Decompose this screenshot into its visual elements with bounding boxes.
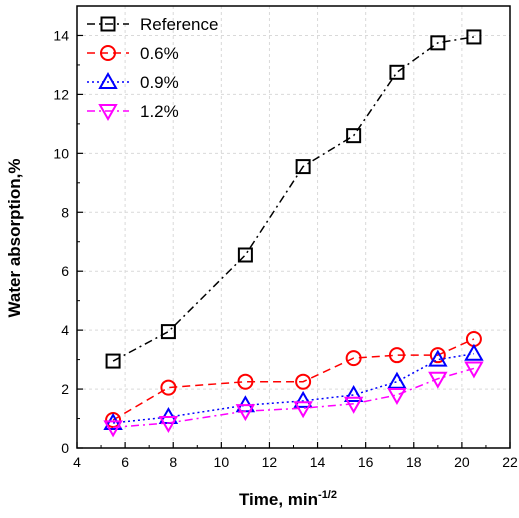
data-point bbox=[343, 384, 364, 402]
x-tick-label: 20 bbox=[454, 454, 470, 470]
data-point bbox=[158, 415, 179, 433]
legend: Reference 0.6% 0.9% 1.2% bbox=[87, 15, 218, 122]
y-tick-label: 12 bbox=[53, 86, 69, 102]
data-point bbox=[237, 247, 253, 263]
data-point bbox=[388, 347, 405, 364]
series-1 bbox=[105, 330, 482, 429]
legend-entry: 0.6% bbox=[87, 44, 179, 63]
legend-marker bbox=[98, 104, 118, 122]
x-tick-label: 10 bbox=[214, 454, 230, 470]
series-line bbox=[113, 367, 475, 429]
data-point bbox=[464, 361, 484, 379]
series-layer bbox=[103, 29, 484, 438]
data-point bbox=[235, 404, 256, 422]
data-point bbox=[160, 324, 176, 340]
y-tick-label: 0 bbox=[61, 440, 69, 456]
data-point bbox=[295, 373, 312, 390]
data-point bbox=[464, 343, 484, 361]
data-point bbox=[343, 396, 364, 414]
legend-label: 0.9% bbox=[140, 73, 179, 92]
x-tick-label: 12 bbox=[262, 454, 278, 470]
data-point bbox=[346, 128, 362, 144]
legend-label: 0.6% bbox=[140, 44, 179, 63]
x-axis-title-superscript: -1/2 bbox=[318, 489, 337, 501]
legend-marker bbox=[100, 45, 116, 61]
legend-marker bbox=[100, 16, 116, 32]
y-tick-label: 6 bbox=[61, 263, 69, 279]
series-0 bbox=[105, 29, 482, 369]
data-point bbox=[293, 390, 313, 408]
data-point bbox=[103, 420, 123, 438]
x-tick-label: 16 bbox=[358, 454, 374, 470]
y-tick-label: 8 bbox=[61, 204, 69, 220]
legend-label: Reference bbox=[140, 15, 218, 34]
x-tick-label: 14 bbox=[310, 454, 326, 470]
y-tick-label: 4 bbox=[61, 322, 69, 338]
legend-entry: 1.2% bbox=[87, 102, 179, 122]
legend-entry: Reference bbox=[87, 15, 218, 34]
data-point bbox=[389, 64, 405, 80]
data-point bbox=[293, 401, 313, 419]
data-point bbox=[428, 371, 448, 389]
x-tick-label: 4 bbox=[73, 454, 81, 470]
data-point bbox=[105, 353, 121, 369]
y-tick-label: 2 bbox=[61, 381, 69, 397]
data-point bbox=[430, 35, 446, 51]
legend-label: 1.2% bbox=[140, 102, 179, 121]
data-point bbox=[345, 350, 362, 367]
axis-ticks: 4 6 8 10 12 14 16 18 20 22 0 2 4 6 8 10 12 14 bbox=[53, 27, 518, 470]
x-tick-label: 8 bbox=[169, 454, 177, 470]
x-tick-label: 18 bbox=[406, 454, 422, 470]
data-point bbox=[428, 349, 448, 367]
x-axis-title-text: Time, min bbox=[239, 490, 318, 509]
y-tick-label: 14 bbox=[53, 27, 69, 43]
data-point bbox=[237, 373, 254, 390]
data-point bbox=[466, 29, 482, 45]
x-tick-label: 22 bbox=[502, 454, 518, 470]
x-tick-label: 6 bbox=[121, 454, 129, 470]
legend-entry: 0.9% bbox=[87, 71, 179, 92]
x-axis-title: Time, min-1/2 bbox=[239, 489, 337, 509]
y-tick-label: 10 bbox=[53, 145, 69, 161]
data-point bbox=[387, 371, 407, 389]
y-axis-title: Water absorption,% bbox=[5, 159, 24, 318]
legend-marker bbox=[98, 71, 118, 89]
data-point bbox=[160, 379, 177, 396]
series-3 bbox=[103, 361, 484, 438]
data-point bbox=[295, 159, 311, 175]
data-point bbox=[387, 387, 407, 405]
data-point bbox=[429, 347, 446, 364]
